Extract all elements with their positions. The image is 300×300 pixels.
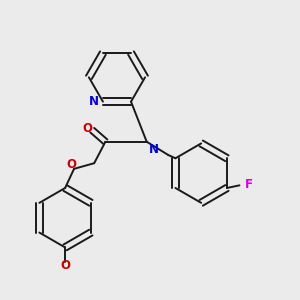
Text: F: F: [245, 178, 253, 191]
Text: N: N: [89, 95, 99, 108]
Text: N: N: [149, 143, 159, 156]
Text: O: O: [82, 122, 93, 135]
Text: O: O: [60, 259, 70, 272]
Text: O: O: [66, 158, 76, 171]
